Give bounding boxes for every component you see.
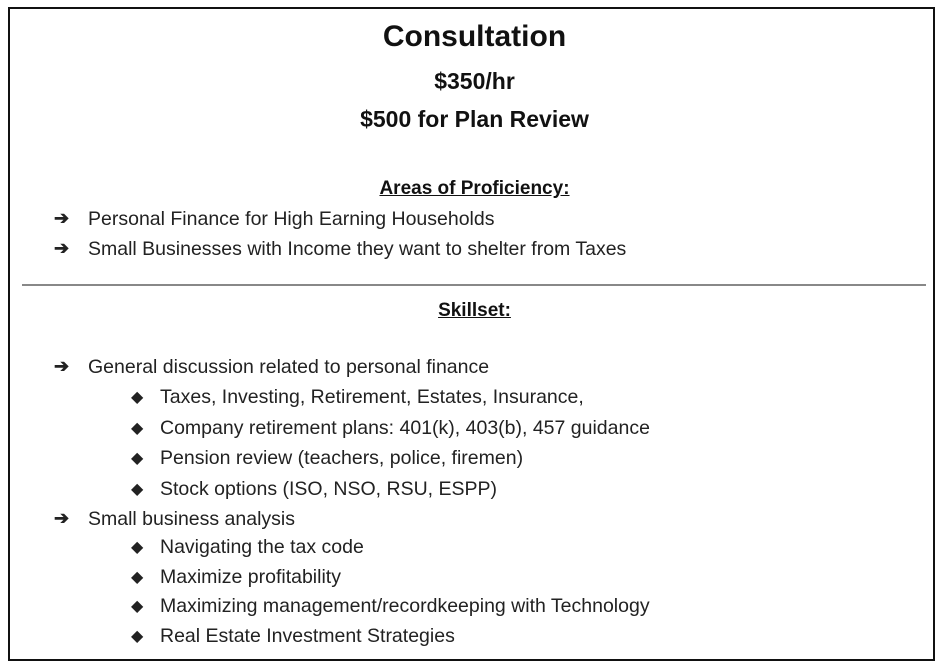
diamond-bullet-icon: ◆ [131, 481, 144, 498]
list-item-text: Personal Finance for High Earning Househ… [88, 208, 495, 230]
list-item: ➔ General discussion related to personal … [54, 356, 490, 379]
arrow-bullet-icon: ➔ [54, 238, 70, 258]
sub-list-item: ◆ Maximizing management/recordkeeping wit… [131, 595, 650, 618]
sub-list-item: ◆ Maximize profitability [131, 566, 341, 589]
diamond-bullet-icon: ◆ [131, 420, 144, 437]
list-item-text: Pension review (teachers, police, fireme… [160, 447, 524, 469]
list-item: ➔ Small Businesses with Income they want … [54, 238, 627, 261]
hourly-price: $350/hr [434, 68, 515, 94]
arrow-bullet-icon: ➔ [54, 508, 70, 528]
sub-list-item: ◆ Taxes, Investing, Retirement, Estates, … [131, 386, 584, 409]
diamond-bullet-icon: ◆ [131, 598, 144, 615]
diamond-bullet-icon: ◆ [131, 569, 144, 586]
list-item: ➔ Personal Finance for High Earning House… [54, 208, 495, 231]
document-frame [8, 7, 935, 661]
list-item-text: Maximize profitability [160, 566, 341, 588]
diamond-bullet-icon: ◆ [131, 450, 144, 467]
sub-list-item: ◆ Company retirement plans: 401(k), 403(b… [131, 417, 650, 440]
skillset-heading: Skillset: [438, 300, 511, 321]
diamond-bullet-icon: ◆ [131, 389, 144, 406]
list-item-text: Taxes, Investing, Retirement, Estates, I… [160, 386, 584, 408]
list-item-text: Stock options (ISO, NSO, RSU, ESPP) [160, 478, 498, 500]
section-divider [22, 284, 926, 286]
arrow-bullet-icon: ➔ [54, 208, 70, 228]
plan-review-price: $500 for Plan Review [360, 106, 589, 132]
list-item: ➔ Small business analysis [54, 508, 296, 531]
page-title: Consultation [382, 20, 567, 53]
list-item-text: Company retirement plans: 401(k), 403(b)… [160, 417, 650, 439]
list-item-text: Real Estate Investment Strategies [160, 625, 455, 647]
list-item-text: Maximizing management/recordkeeping with… [160, 595, 650, 617]
diamond-bullet-icon: ◆ [131, 539, 144, 556]
sub-list-item: ◆ Navigating the tax code [131, 536, 364, 559]
diamond-bullet-icon: ◆ [131, 628, 144, 645]
list-item-text: General discussion related to personal f… [88, 356, 490, 378]
sub-list-item: ◆ Stock options (ISO, NSO, RSU, ESPP) [131, 478, 498, 501]
proficiency-heading: Areas of Proficiency: [379, 178, 570, 199]
arrow-bullet-icon: ➔ [54, 356, 70, 376]
sub-list-item: ◆ Pension review (teachers, police, firem… [131, 447, 524, 470]
list-item-text: Small Businesses with Income they want t… [88, 238, 627, 260]
list-item-text: Navigating the tax code [160, 536, 364, 558]
list-item-text: Small business analysis [88, 508, 296, 530]
sub-list-item: ◆ Real Estate Investment Strategies [131, 625, 455, 648]
